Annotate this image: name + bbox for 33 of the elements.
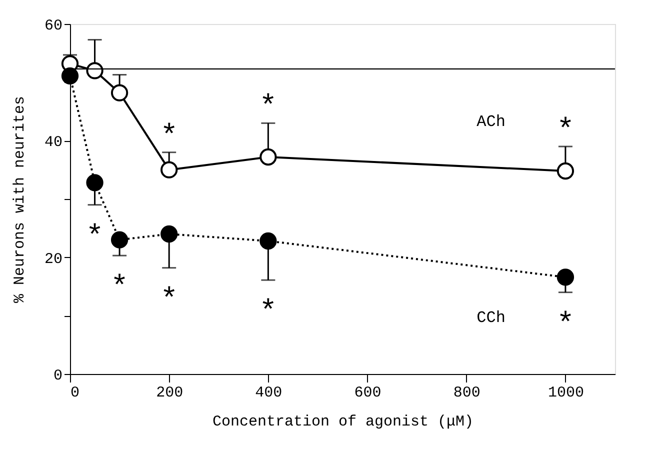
point [556,162,574,180]
point [86,174,104,192]
point [86,62,104,80]
x-axis-title: Concentration of agonist (μM) [212,414,474,430]
x-tick-label: 600 [354,384,382,402]
y-axis-title: % Neurons with neurites [11,96,28,304]
text: CCh [476,309,506,328]
annotation: * [259,91,278,126]
x-tick-label: 400 [255,384,282,402]
point [110,84,128,102]
x-tick-label: 800 [453,384,480,402]
y-tick-label: 20 [44,250,62,268]
annotation: * [160,284,178,318]
x-tick-label: 0 [70,384,80,402]
point [556,268,574,286]
y-tick-label: 40 [44,134,62,152]
point [260,232,277,250]
annotation: * [556,308,574,342]
point [160,225,178,243]
annotation: * [556,114,574,148]
point [110,231,128,248]
point [260,148,277,166]
annotation: * [160,120,178,154]
annotation: * [259,296,278,330]
x-tick-label: 1000 [548,384,584,402]
y-tick-label: 0 [53,368,62,384]
y-tick-label: 60 [44,18,62,34]
x-tick-label: 200 [156,384,184,402]
annotation: * [86,220,104,255]
annotation: * [110,272,129,306]
text: ACh [476,113,506,131]
point [160,161,178,178]
point [61,67,79,84]
